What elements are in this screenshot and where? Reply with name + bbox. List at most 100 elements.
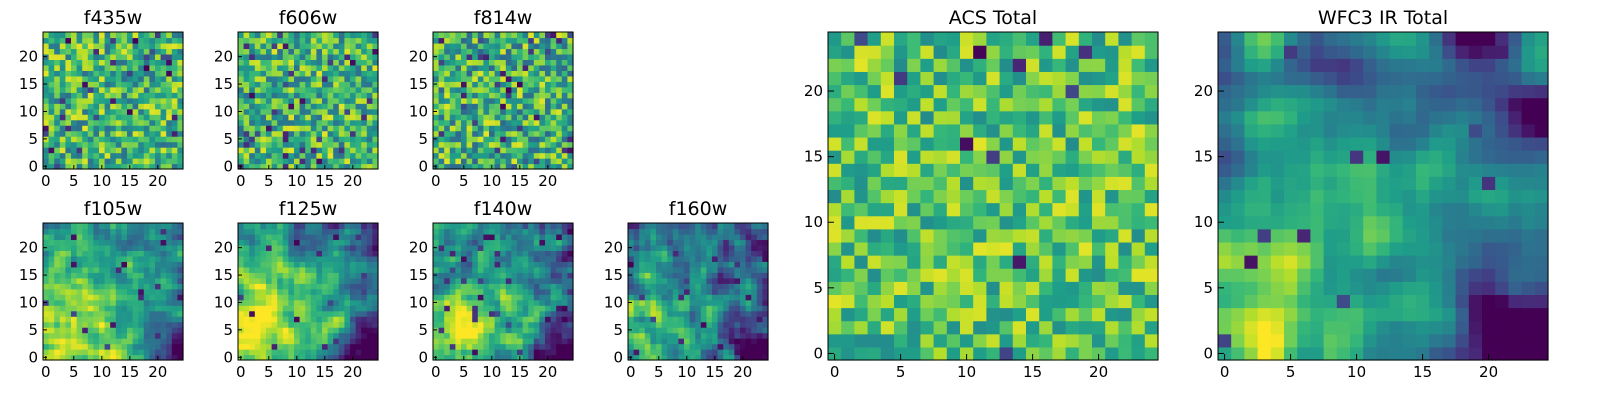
heatmap-cell bbox=[494, 130, 501, 137]
heatmap-cell bbox=[344, 141, 351, 148]
heatmap-cell bbox=[717, 354, 724, 361]
heatmap-cell bbox=[87, 147, 94, 154]
heatmap-cell bbox=[277, 321, 284, 328]
heatmap-cell bbox=[260, 75, 267, 82]
heatmap-cell bbox=[177, 141, 184, 148]
heatmap-cell bbox=[288, 75, 295, 82]
heatmap-cell bbox=[628, 338, 635, 345]
heatmap-cell bbox=[438, 244, 445, 251]
heatmap-cell bbox=[104, 321, 111, 328]
heatmap-cell bbox=[249, 354, 256, 361]
heatmap-cell bbox=[138, 349, 145, 356]
heatmap-cell bbox=[294, 81, 301, 88]
heatmap-cell bbox=[1026, 176, 1040, 191]
heatmap-cell bbox=[305, 59, 312, 66]
heatmap-cell bbox=[76, 97, 83, 104]
heatmap-cell bbox=[444, 228, 451, 235]
heatmap-cell bbox=[299, 349, 306, 356]
heatmap-cell bbox=[350, 349, 357, 356]
heatmap-cell bbox=[171, 64, 178, 71]
heatmap-cell bbox=[567, 294, 574, 301]
heatmap-cell bbox=[260, 310, 267, 317]
heatmap-cell bbox=[177, 86, 184, 93]
heatmap-cell bbox=[723, 299, 730, 306]
heatmap-cell bbox=[1092, 150, 1106, 164]
heatmap-cell bbox=[115, 288, 122, 295]
heatmap-cell bbox=[461, 272, 468, 279]
heatmap-cell bbox=[477, 59, 484, 66]
heatmap-cell bbox=[65, 108, 72, 115]
heatmap-cell bbox=[539, 343, 546, 350]
heatmap-cell bbox=[539, 244, 546, 251]
heatmap-cell bbox=[556, 299, 563, 306]
heatmap-cell bbox=[87, 48, 94, 55]
heatmap-cell bbox=[678, 261, 685, 268]
heatmap-cell bbox=[149, 53, 156, 60]
heatmap-cell bbox=[338, 327, 345, 334]
heatmap-cell bbox=[82, 125, 89, 132]
heatmap-cell bbox=[561, 103, 568, 110]
heatmap-cell bbox=[344, 158, 351, 165]
heatmap-cell bbox=[1118, 215, 1133, 230]
heatmap-cell bbox=[87, 244, 94, 251]
heatmap-cell bbox=[143, 223, 150, 230]
heatmap-cell bbox=[1144, 163, 1159, 177]
heatmap-cell bbox=[920, 320, 935, 335]
heatmap-cell bbox=[461, 147, 468, 154]
heatmap-cell bbox=[920, 150, 935, 164]
panel-title: f140w bbox=[474, 198, 533, 220]
heatmap-cell bbox=[489, 228, 496, 235]
heatmap-cell bbox=[372, 42, 379, 50]
heatmap-cell bbox=[43, 97, 50, 104]
heatmap-cell bbox=[494, 119, 501, 126]
heatmap-cell bbox=[76, 310, 83, 317]
heatmap-cell bbox=[260, 250, 267, 257]
x-tick-label: 15 bbox=[510, 363, 529, 381]
heatmap-cell bbox=[327, 114, 334, 121]
heatmap-cell bbox=[54, 119, 61, 126]
heatmap-cell bbox=[361, 75, 368, 82]
heatmap-cell bbox=[745, 332, 752, 339]
heatmap-cell bbox=[455, 125, 462, 132]
heatmap-cell bbox=[461, 266, 468, 273]
heatmap-cell bbox=[76, 272, 83, 279]
heatmap-cell bbox=[160, 48, 167, 55]
heatmap-cell bbox=[489, 59, 496, 66]
heatmap-cell bbox=[254, 125, 261, 132]
heatmap-cell bbox=[171, 283, 178, 290]
heatmap-cell bbox=[550, 130, 557, 137]
heatmap-cell bbox=[438, 239, 445, 246]
heatmap-cell bbox=[455, 163, 462, 170]
heatmap-cell bbox=[561, 261, 568, 268]
heatmap-cell bbox=[550, 37, 557, 44]
heatmap-cell bbox=[867, 136, 882, 151]
heatmap-cell bbox=[633, 294, 640, 301]
heatmap-cell bbox=[115, 125, 122, 132]
heatmap-cell bbox=[271, 48, 278, 55]
heatmap-cell bbox=[121, 152, 128, 159]
heatmap-cell bbox=[667, 288, 674, 295]
heatmap-cell bbox=[528, 327, 535, 334]
heatmap-cell bbox=[82, 349, 89, 356]
heatmap-cell bbox=[249, 48, 256, 55]
heatmap-cell bbox=[338, 261, 345, 268]
heatmap-cell bbox=[684, 338, 691, 345]
heatmap-cell bbox=[350, 70, 357, 77]
heatmap-cell bbox=[160, 147, 167, 154]
heatmap-cell bbox=[533, 239, 540, 246]
heatmap-cell bbox=[695, 266, 702, 273]
heatmap-cell bbox=[243, 136, 250, 143]
heatmap-cell bbox=[854, 333, 869, 348]
heatmap-cell bbox=[455, 75, 462, 82]
heatmap-cell bbox=[282, 32, 289, 39]
heatmap-cell bbox=[867, 163, 882, 177]
heatmap-cell bbox=[350, 147, 357, 154]
heatmap-cell bbox=[556, 321, 563, 328]
heatmap-cell bbox=[1065, 281, 1080, 295]
heatmap-cell bbox=[472, 75, 479, 82]
heatmap-cell bbox=[960, 346, 974, 361]
heatmap-cell bbox=[99, 81, 106, 88]
heatmap-cell bbox=[71, 316, 78, 323]
heatmap-cell bbox=[483, 108, 490, 115]
heatmap-cell bbox=[999, 150, 1014, 164]
